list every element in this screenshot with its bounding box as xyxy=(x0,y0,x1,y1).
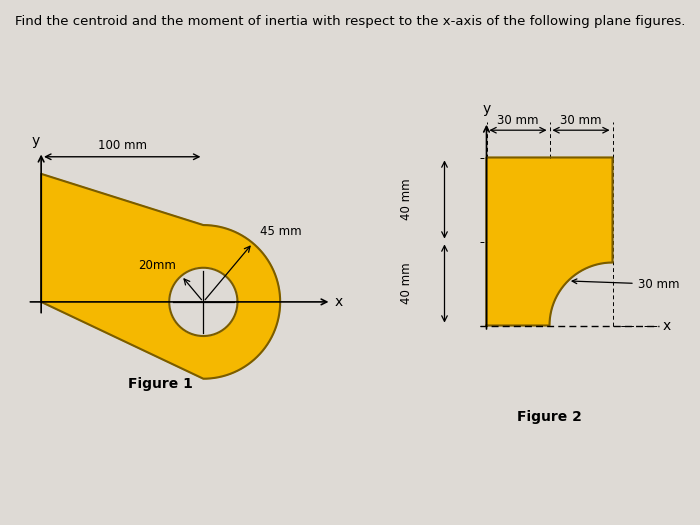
Text: 100 mm: 100 mm xyxy=(98,139,147,152)
Text: x: x xyxy=(663,319,671,332)
Text: 40 mm: 40 mm xyxy=(400,262,413,304)
Text: 30 mm: 30 mm xyxy=(560,114,602,127)
Polygon shape xyxy=(486,158,612,326)
Text: y: y xyxy=(482,101,491,116)
Text: 30 mm: 30 mm xyxy=(572,278,679,291)
Text: 20mm: 20mm xyxy=(139,259,176,272)
Text: 30 mm: 30 mm xyxy=(497,114,539,127)
Text: x: x xyxy=(335,295,343,309)
Text: 45 mm: 45 mm xyxy=(260,225,301,238)
Text: Find the centroid and the moment of inertia with respect to the x-axis of the fo: Find the centroid and the moment of iner… xyxy=(15,15,685,28)
Text: Figure 1: Figure 1 xyxy=(128,376,193,391)
Polygon shape xyxy=(169,268,237,336)
Text: 40 mm: 40 mm xyxy=(400,178,413,220)
Text: y: y xyxy=(32,134,40,148)
Text: Figure 2: Figure 2 xyxy=(517,410,582,424)
Polygon shape xyxy=(41,174,280,379)
